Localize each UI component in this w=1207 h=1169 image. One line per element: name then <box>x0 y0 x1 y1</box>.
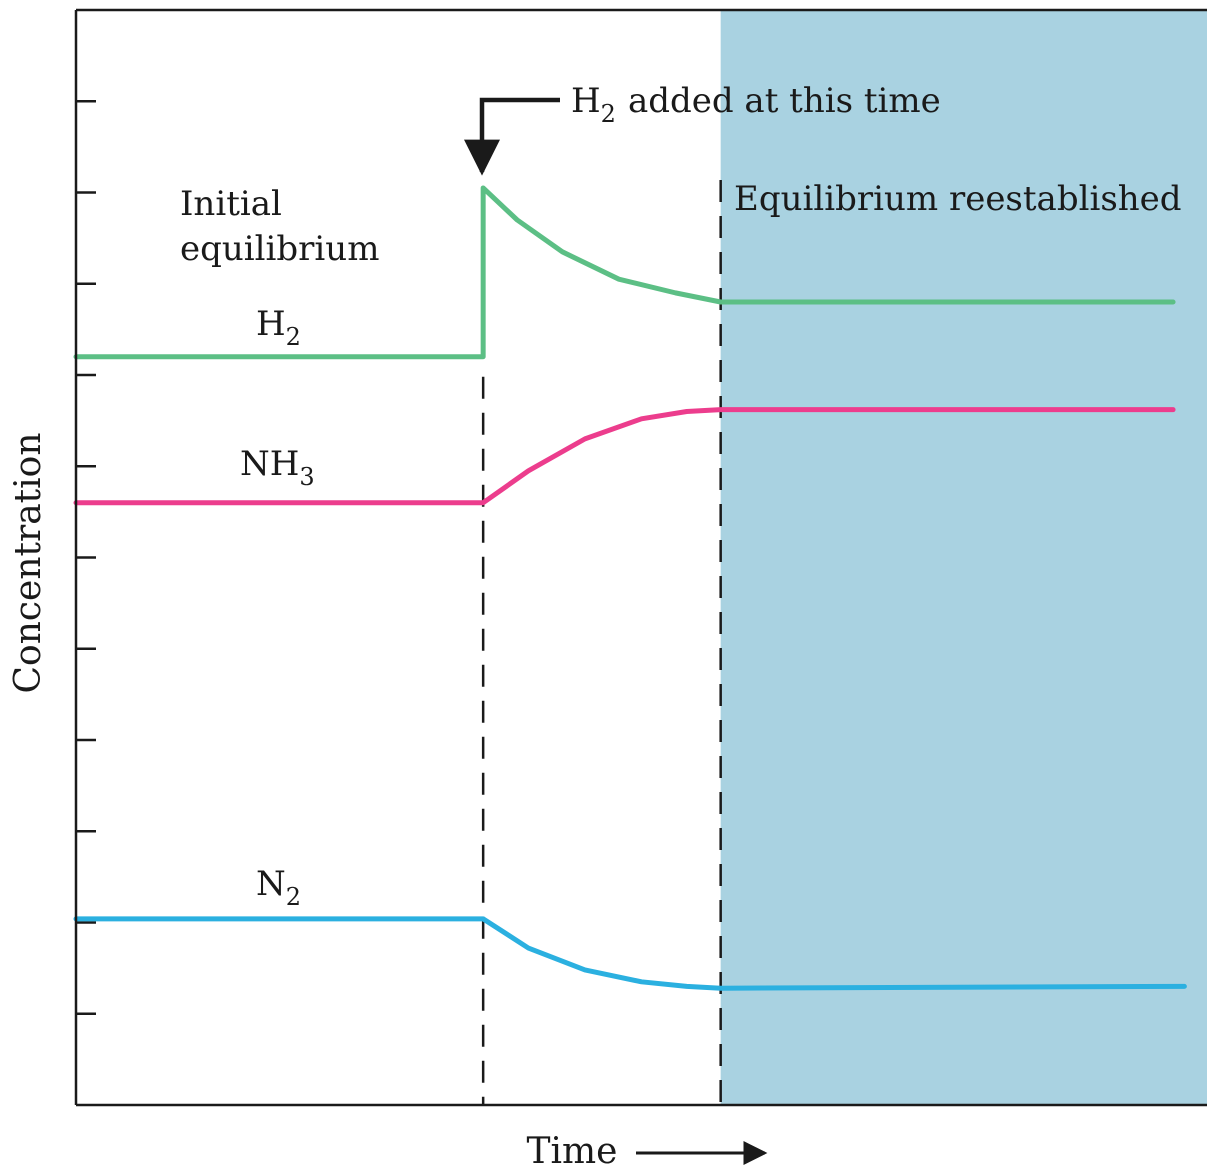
added-arrow <box>464 97 560 176</box>
x-axis-label: Time <box>527 1131 618 1169</box>
y-axis-label: Concentration <box>8 432 49 693</box>
series-line-h2 <box>73 185 1176 360</box>
reestablished-label: Equilibrium reestablished <box>734 179 1182 219</box>
series-label-h2: H2 <box>256 304 301 351</box>
series-line-nh3 <box>73 407 1176 506</box>
series-label-n2: N2 <box>256 864 301 911</box>
added-annotation: H2 added at this time <box>571 81 941 128</box>
series-line-n2 <box>73 916 1187 991</box>
equilibrium-region <box>720 10 1207 1105</box>
initial-equilibrium-label: Initial equilibrium <box>180 184 379 269</box>
series-label-nh3: NH3 <box>240 444 315 491</box>
